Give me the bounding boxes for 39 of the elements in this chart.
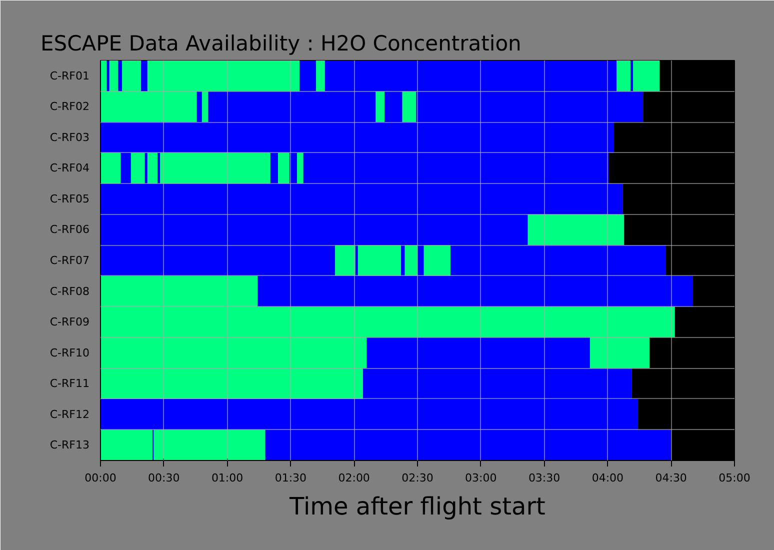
bar xyxy=(118,60,122,92)
bar xyxy=(147,152,158,184)
x-tick-label: 01:00 xyxy=(211,472,244,484)
bar xyxy=(130,152,145,184)
y-tick-label: C-RF11 xyxy=(50,377,90,390)
x-tick-label: 02:00 xyxy=(338,472,370,484)
chart-title: ESCAPE Data Availability : H2O Concentration xyxy=(40,32,522,56)
bar xyxy=(376,91,385,122)
y-tick-label: C-RF01 xyxy=(50,69,90,82)
x-tick-label: 04:00 xyxy=(592,472,624,484)
y-tick-label: C-RF04 xyxy=(50,162,90,175)
x-tick-label: 00:00 xyxy=(84,472,116,484)
y-tick-label: C-RF08 xyxy=(50,284,90,298)
bar xyxy=(297,152,304,184)
bar xyxy=(106,60,110,92)
x-tick-label: 05:00 xyxy=(718,472,750,484)
x-tick-label: 03:00 xyxy=(465,472,497,484)
bar xyxy=(316,60,325,92)
x-tick-label: 00:30 xyxy=(148,472,180,484)
bar xyxy=(100,152,121,184)
x-tick-label: 04:30 xyxy=(655,472,687,484)
y-tick-label: C-RF03 xyxy=(50,130,90,144)
x-tick-label: 01:30 xyxy=(274,472,307,484)
bar xyxy=(278,152,290,184)
bar xyxy=(141,60,148,92)
y-tick-label: C-RF09 xyxy=(50,316,90,329)
bar xyxy=(402,91,416,122)
y-tick-label: C-RF05 xyxy=(50,192,90,206)
x-tick-label: 02:30 xyxy=(402,472,434,484)
y-tick-label: C-RF12 xyxy=(50,408,90,421)
x-tick-label: 03:30 xyxy=(528,472,560,484)
bar xyxy=(616,60,631,92)
y-tick-label: C-RF13 xyxy=(50,438,90,452)
y-tick-label: C-RF10 xyxy=(50,346,90,360)
bar xyxy=(160,152,270,184)
y-tick-label: C-RF07 xyxy=(50,254,90,267)
y-tick-label: C-RF06 xyxy=(50,223,90,236)
y-tick-label: C-RF02 xyxy=(50,100,90,114)
x-axis-title: Time after flight start xyxy=(288,492,546,520)
